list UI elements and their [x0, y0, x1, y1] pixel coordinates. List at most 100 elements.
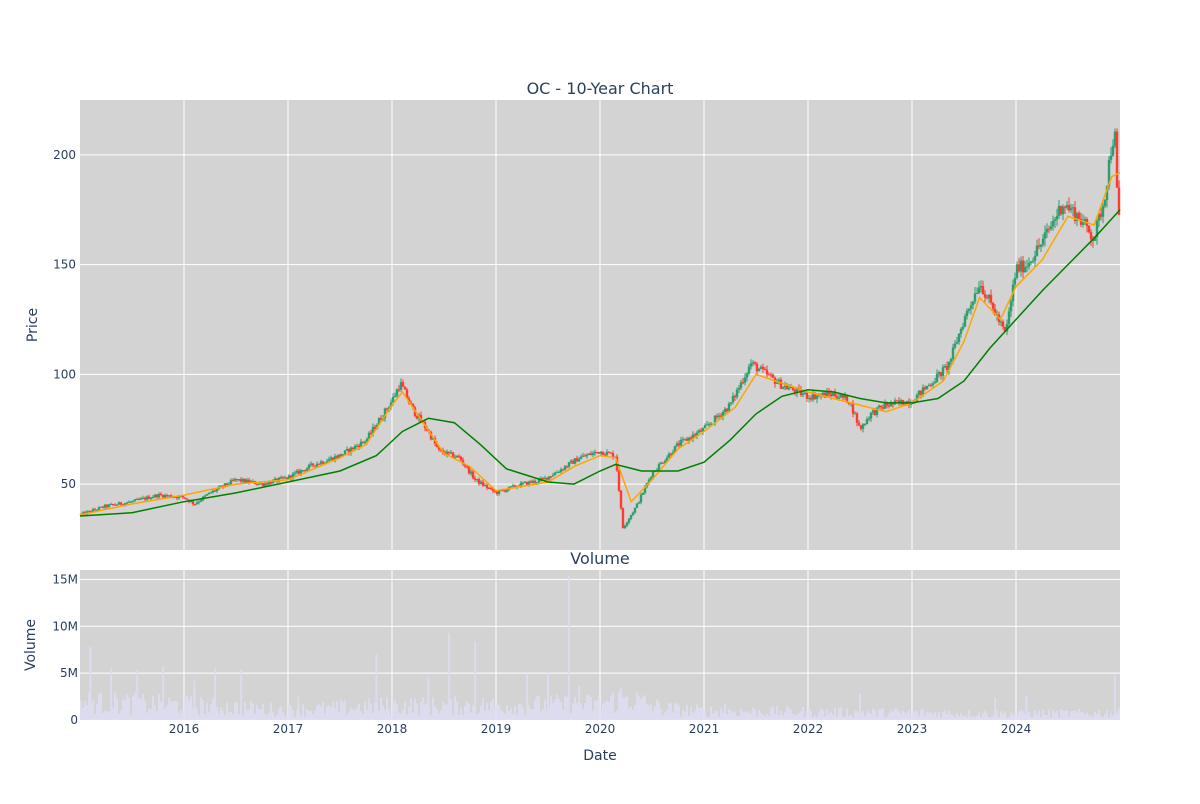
volume-bar [1074, 709, 1076, 720]
volume-bar [288, 704, 290, 720]
candle-body [125, 502, 129, 504]
candle-body [609, 452, 613, 454]
candle-body [675, 443, 679, 446]
volume-spike-bar [567, 575, 570, 720]
volume-bar [982, 713, 984, 720]
volume-bar [408, 706, 410, 720]
candle-body [861, 424, 865, 429]
volume-bar [392, 702, 394, 720]
volume-bar [146, 712, 148, 720]
volume-bar [158, 693, 160, 720]
volume-bar [282, 712, 284, 720]
candle-body [473, 478, 477, 480]
candle-body [1061, 206, 1065, 215]
candle-body [1099, 213, 1103, 217]
candle-body [521, 482, 525, 484]
candle-body [345, 449, 349, 451]
candle-body [505, 489, 509, 492]
candle-body [301, 470, 305, 472]
candle-body [737, 387, 741, 390]
volume-bar [160, 701, 162, 720]
candle-body [1051, 220, 1055, 227]
candle-body [611, 453, 615, 458]
volume-bar [956, 712, 958, 720]
candle-body [181, 495, 185, 498]
volume-bar [594, 700, 596, 720]
volume-bar [638, 696, 640, 720]
volume-bar [466, 701, 468, 720]
volume-bar [868, 710, 870, 720]
volume-bar [776, 706, 778, 720]
volume-bar [794, 714, 796, 720]
volume-bar [1052, 710, 1054, 720]
candle-body [395, 389, 399, 396]
candle-body [533, 480, 537, 483]
volume-bar [914, 712, 916, 720]
volume-bar [1032, 716, 1034, 720]
candle-body [1067, 205, 1071, 211]
candle-body [633, 507, 637, 513]
x-tick-label: 2023 [897, 722, 928, 736]
candle-body [805, 392, 809, 399]
volume-bar [186, 695, 188, 720]
volume-bar [1022, 710, 1024, 720]
candle-body [495, 491, 499, 495]
candle-body [781, 386, 785, 389]
volume-bar [728, 709, 730, 720]
candle-body [953, 343, 957, 348]
volume-bar [644, 695, 646, 720]
candle-body [323, 462, 327, 464]
candle-body [813, 393, 817, 400]
volume-bar [536, 696, 538, 720]
candle-body [211, 490, 215, 493]
volume-bar [948, 710, 950, 720]
volume-bar [562, 709, 564, 720]
volume-bar [476, 714, 478, 720]
candle-body [209, 492, 213, 494]
volume-bar [1066, 710, 1068, 720]
volume-bar [254, 714, 256, 720]
candle-body [783, 385, 787, 387]
candle-body [723, 408, 727, 413]
volume-bar [898, 711, 900, 720]
volume-bar [264, 713, 266, 720]
candle-body [1003, 326, 1007, 332]
volume-bar [184, 698, 186, 720]
candle-body [457, 455, 461, 457]
volume-bar [394, 700, 396, 720]
candle-body [1029, 261, 1033, 263]
candle-body [1117, 187, 1121, 215]
volume-bar [490, 701, 492, 720]
volume-bar [272, 711, 274, 720]
volume-bar [1070, 711, 1072, 720]
candle-body [627, 518, 631, 523]
volume-bar [856, 710, 858, 720]
candle-body [415, 416, 419, 419]
candle-body [103, 504, 107, 508]
candle-body [269, 481, 273, 484]
volume-spike-bar [375, 654, 378, 720]
volume-bar [654, 706, 656, 720]
volume-bar [686, 704, 688, 720]
candle-body [535, 482, 539, 484]
volume-bar [1086, 712, 1088, 720]
volume-bar [1028, 711, 1030, 720]
volume-bar [920, 709, 922, 720]
volume-bar [302, 704, 304, 720]
candle-body [603, 454, 607, 456]
volume-bar [1092, 716, 1094, 720]
candle-body [755, 363, 759, 372]
candle-body [725, 408, 729, 412]
candle-body [549, 476, 553, 478]
candle-body [951, 347, 955, 360]
candle-body [431, 438, 435, 440]
volume-bar [880, 709, 882, 720]
candle-body [519, 482, 523, 487]
volume-bar [170, 701, 172, 720]
candle-body [139, 498, 143, 500]
candle-body [763, 368, 767, 370]
volume-bar [1088, 715, 1090, 720]
volume-bar [248, 709, 250, 720]
volume-bar [774, 714, 776, 720]
candle-body [641, 492, 645, 495]
